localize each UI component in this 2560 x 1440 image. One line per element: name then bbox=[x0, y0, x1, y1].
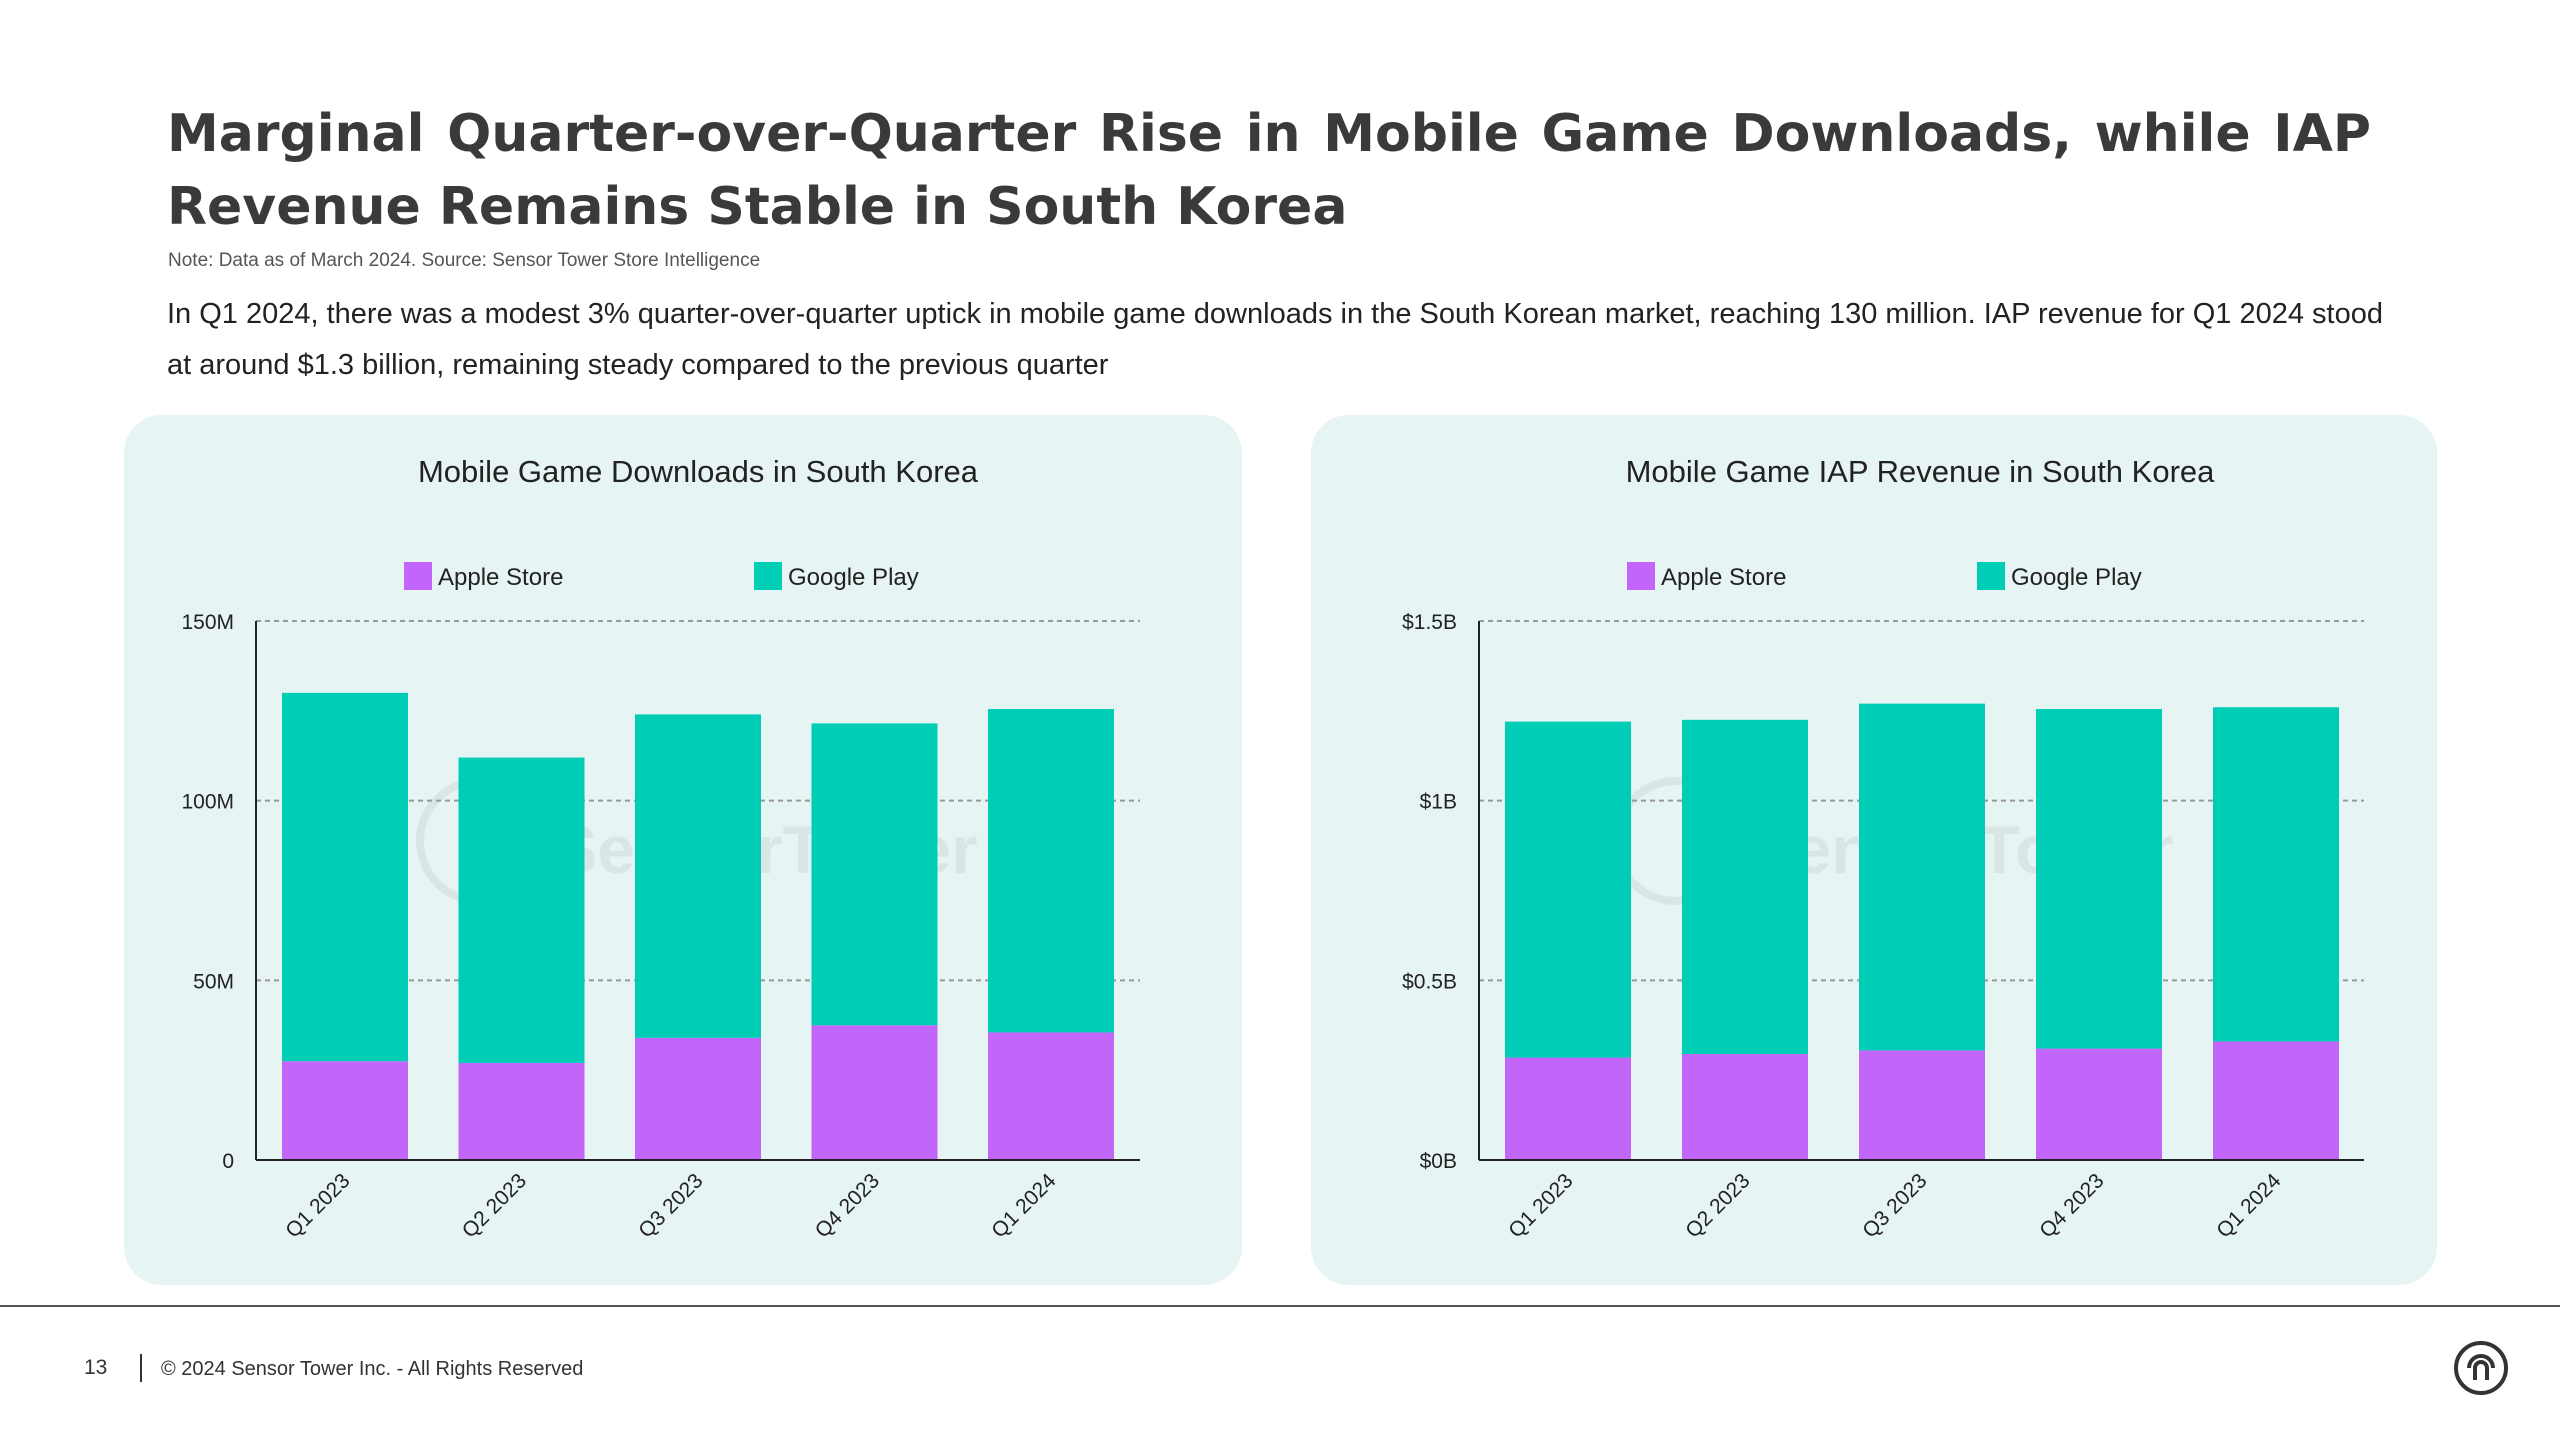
footer-divider bbox=[0, 1305, 2560, 1307]
bar-google-5 bbox=[2213, 707, 2339, 1042]
y-tick-label: 0 bbox=[222, 1150, 234, 1173]
legend-label-apple: Apple Store bbox=[1661, 564, 1786, 591]
revenue-chart: Mobile Game IAP Revenue in South Korea Ap… bbox=[1402, 454, 2364, 1243]
legend-swatch-google bbox=[1977, 562, 2005, 590]
bar-google-3 bbox=[1859, 703, 1985, 1051]
legend-label-google: Google Play bbox=[2011, 564, 2142, 591]
bar-apple-3 bbox=[635, 1037, 761, 1160]
page-number: 13 bbox=[84, 1356, 108, 1379]
x-tick-label: Q1 2023 bbox=[281, 1169, 354, 1242]
legend-label-apple: Apple Store bbox=[438, 564, 563, 591]
bar-google-4 bbox=[2036, 709, 2162, 1049]
x-tick-label: Q2 2023 bbox=[458, 1169, 531, 1242]
x-tick-label: Q4 2023 bbox=[2035, 1169, 2108, 1242]
bar-google-2 bbox=[1682, 719, 1808, 1054]
bar-apple-4 bbox=[2036, 1048, 2162, 1160]
x-tick-label: Q1 2024 bbox=[987, 1169, 1060, 1242]
y-tick-label: 150M bbox=[181, 611, 234, 634]
legend-swatch-apple bbox=[404, 562, 432, 590]
x-tick-label: Q3 2023 bbox=[1858, 1169, 1931, 1242]
source-note: Note: Data as of March 2024. Source: Sen… bbox=[168, 250, 761, 271]
legend-label-google: Google Play bbox=[788, 564, 919, 591]
x-tick-label: Q1 2024 bbox=[2212, 1169, 2285, 1242]
sensor-tower-logo-icon bbox=[2454, 1341, 2508, 1395]
bar-apple-4 bbox=[811, 1025, 938, 1160]
bar-google-1 bbox=[282, 692, 408, 1062]
bar-apple-5 bbox=[988, 1032, 1114, 1160]
y-tick-label: $0.5B bbox=[1402, 970, 1457, 993]
bar-google-5 bbox=[988, 709, 1114, 1033]
x-tick-label: Q3 2023 bbox=[634, 1169, 707, 1242]
bar-apple-1 bbox=[1505, 1057, 1631, 1160]
bar-google-1 bbox=[1505, 721, 1631, 1058]
y-tick-label: $1.5B bbox=[1402, 611, 1457, 634]
bar-apple-1 bbox=[282, 1061, 408, 1160]
chart-title: Mobile Game Downloads in South Korea bbox=[418, 454, 979, 489]
x-tick-label: Q2 2023 bbox=[1681, 1169, 1754, 1242]
y-tick-label: $0B bbox=[1420, 1150, 1457, 1173]
y-tick-label: $1B bbox=[1420, 791, 1457, 814]
x-tick-label: Q4 2023 bbox=[811, 1169, 884, 1242]
x-tick-label: Q1 2023 bbox=[1504, 1169, 1577, 1242]
bar-apple-5 bbox=[2213, 1041, 2339, 1160]
bar-google-2 bbox=[458, 757, 585, 1063]
y-tick-label: 100M bbox=[181, 791, 234, 814]
downloads-chart: Mobile Game Downloads in South Korea Appl… bbox=[181, 454, 1140, 1243]
footer-separator bbox=[140, 1354, 142, 1382]
chart-title: Mobile Game IAP Revenue in South Korea bbox=[1626, 454, 2216, 489]
y-tick-label: 50M bbox=[193, 970, 234, 993]
copyright-text: © 2024 Sensor Tower Inc. - All Rights Re… bbox=[161, 1358, 584, 1380]
bar-apple-3 bbox=[1859, 1050, 1985, 1160]
bar-google-4 bbox=[811, 723, 938, 1026]
summary-text: In Q1 2024, there was a modest 3% quarte… bbox=[167, 298, 2383, 381]
bar-apple-2 bbox=[458, 1062, 585, 1160]
page-title: Marginal Quarter-over-Quarter Rise in Mo… bbox=[167, 104, 2371, 237]
revenue-chart-panel: Mobile Game IAP Revenue in South Korea Ap… bbox=[1311, 415, 2437, 1285]
legend-swatch-apple bbox=[1627, 562, 1655, 590]
legend-swatch-google bbox=[754, 562, 782, 590]
bar-google-3 bbox=[635, 714, 761, 1038]
bar-apple-2 bbox=[1682, 1053, 1808, 1160]
downloads-chart-panel: Mobile Game Downloads in South Korea Appl… bbox=[124, 415, 1242, 1285]
